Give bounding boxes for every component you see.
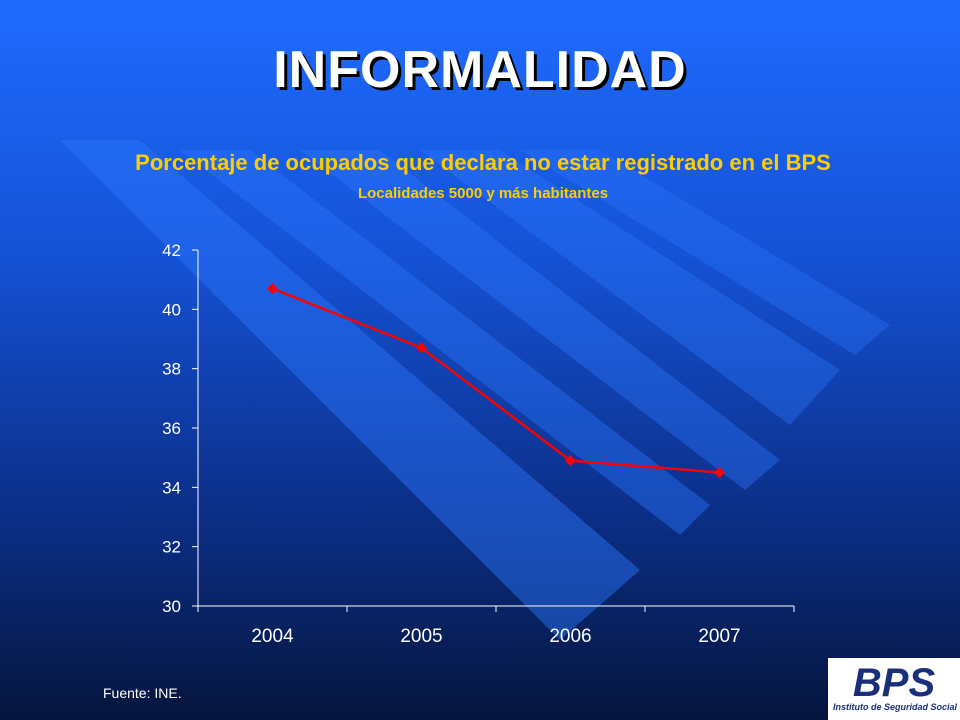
data-point-marker (416, 342, 427, 354)
x-tick-label: 2005 (400, 626, 442, 647)
bps-logo-text: BPS (853, 661, 936, 702)
source-note: Fuente: INE. (103, 685, 182, 701)
x-tick-label: 2004 (251, 626, 294, 647)
y-tick-label: 30 (162, 597, 181, 616)
data-point-marker (267, 283, 278, 295)
data-point-marker (565, 455, 576, 467)
x-tick-label: 2007 (698, 626, 740, 647)
bps-logo-mark: BPS (853, 661, 936, 702)
chart-axes (197, 250, 794, 607)
y-tick-label: 34 (162, 478, 181, 497)
data-point-marker (714, 467, 725, 478)
y-tick-label: 32 (162, 538, 181, 557)
x-tick-label: 2006 (549, 626, 591, 647)
bps-logo-caption: Instituto de Seguridad Social (832, 702, 957, 712)
series-line (272, 287, 720, 474)
chart-ticks: 30 32 34 36 38 40 42 2004 2005 2006 2007 (162, 241, 795, 647)
y-tick-label: 38 (162, 360, 181, 379)
bps-logo: BPS Instituto de Seguridad Social (828, 658, 960, 720)
chart-series (267, 283, 725, 478)
slide-title: INFORMALIDAD (273, 41, 687, 99)
chart-subtitle: Porcentaje de ocupados que declara no es… (135, 150, 831, 175)
y-tick-label: 36 (162, 419, 181, 438)
y-tick-label: 42 (162, 241, 181, 260)
chart-subtitle-localities: Localidades 5000 y más habitantes (357, 185, 609, 202)
y-tick-label: 40 (162, 300, 181, 319)
